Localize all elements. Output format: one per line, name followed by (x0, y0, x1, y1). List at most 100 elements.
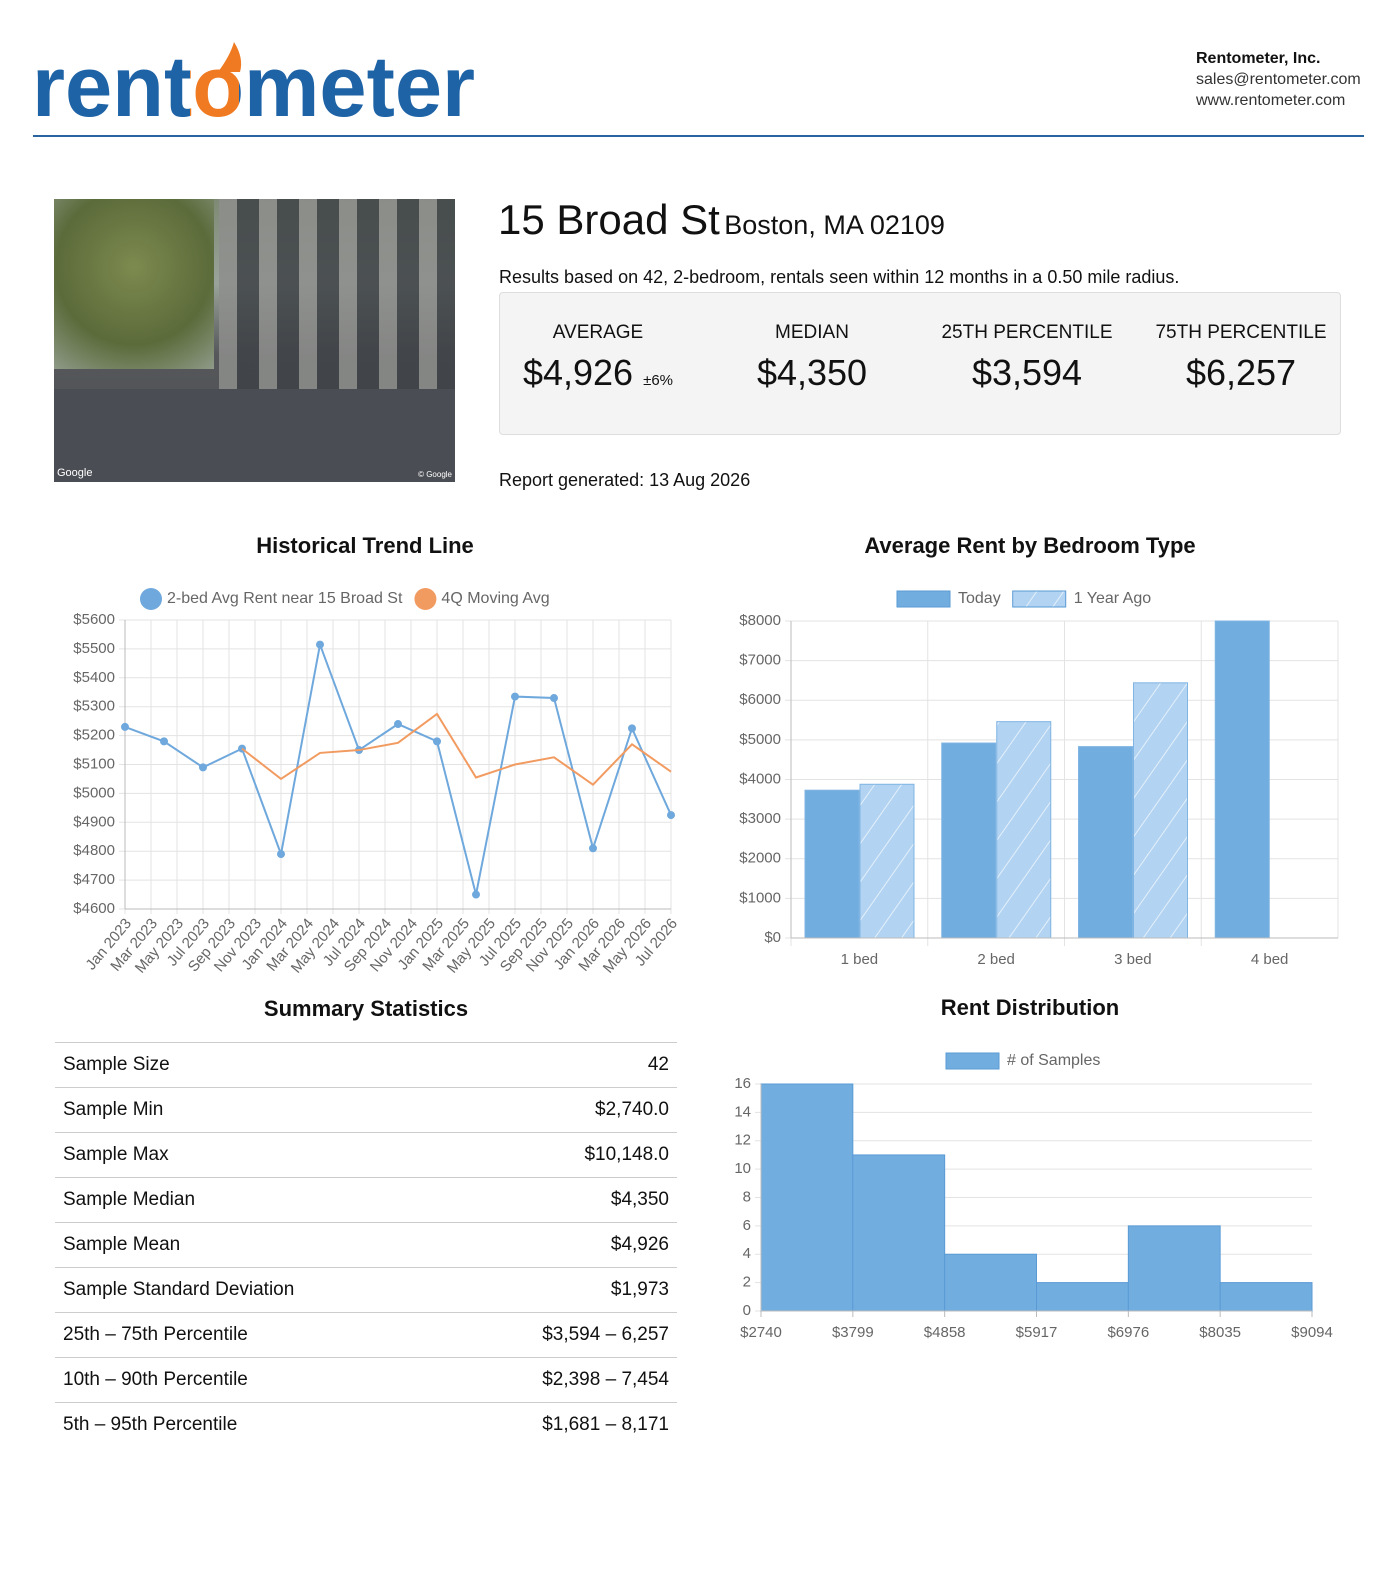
x-tick-label: $5917 (1016, 1324, 1058, 1341)
y-tick-label: $5300 (73, 698, 115, 715)
histogram-bar (1127, 1225, 1221, 1312)
bar (1214, 620, 1270, 939)
bar (1078, 746, 1133, 939)
company-website: www.rentometer.com (1196, 92, 1346, 109)
y-tick-label: 2 (743, 1274, 751, 1291)
y-tick-label: $4700 (73, 871, 115, 888)
chart-title: Historical Trend Line (256, 533, 474, 558)
summary-label: 5th – 95th Percentile (55, 1402, 450, 1447)
company-info: Rentometer, Inc. sales@rentometer.com ww… (1196, 48, 1361, 111)
stat-label: AVERAGE (552, 322, 644, 343)
x-tick-label: 2 bed (977, 951, 1015, 968)
histogram-bar (1036, 1282, 1129, 1312)
y-tick-label: $4900 (73, 813, 115, 830)
summary-label: Sample Max (55, 1132, 450, 1178)
histogram-bar (944, 1253, 1038, 1312)
bar (941, 742, 997, 939)
photo-trees (54, 199, 214, 369)
stat-value: $3,594 (971, 352, 1083, 393)
point (589, 844, 597, 853)
photo-watermark: Google (57, 467, 93, 479)
bar (1133, 682, 1188, 939)
stat: MEDIAN $4,350 (712, 322, 912, 394)
summary-row: Sample Max $10,148.0 (55, 1132, 677, 1178)
summary-value: $1,681 – 8,171 (449, 1402, 677, 1447)
point (277, 850, 285, 859)
point (316, 640, 324, 649)
summary-row: Sample Size 42 (55, 1042, 677, 1088)
summary-label: 25th – 75th Percentile (55, 1312, 450, 1358)
stats-box (499, 292, 1341, 435)
y-tick-label: $5000 (739, 731, 781, 748)
x-tick-label: $4858 (924, 1324, 966, 1341)
summary-row: 10th – 90th Percentile $2,398 – 7,454 (55, 1357, 677, 1403)
y-tick-label: $4000 (739, 770, 781, 787)
y-tick-label: $3000 (739, 810, 781, 827)
y-tick-label: 8 (743, 1188, 751, 1205)
summary-value: $4,350 (449, 1177, 677, 1223)
y-tick-label: $0 (764, 929, 781, 946)
point (628, 724, 636, 733)
summary-label: Sample Size (55, 1042, 450, 1088)
stat-number: $4,926 (522, 352, 634, 393)
company-email: sales@rentometer.com (1196, 71, 1361, 88)
summary-row: Sample Standard Deviation $1,973 (55, 1267, 677, 1313)
x-tick-label: $2740 (740, 1324, 782, 1341)
summary-row: Sample Median $4,350 (55, 1177, 677, 1223)
series-line (241, 712, 672, 787)
photo-building (219, 199, 455, 399)
y-tick-label: $1000 (739, 889, 781, 906)
y-tick-label: $2000 (739, 850, 781, 867)
logo-text: rentometer (32, 39, 475, 126)
stat: 25TH PERCENTILE $3,594 (927, 322, 1127, 394)
summary-label: Sample Median (55, 1177, 450, 1223)
y-tick-label: $4800 (73, 842, 115, 859)
point (511, 692, 519, 701)
series-line (124, 640, 672, 895)
histogram-bar (1219, 1282, 1313, 1312)
histogram-bar (760, 1083, 854, 1312)
bar (996, 721, 1052, 939)
point (667, 811, 675, 820)
x-tick-label: 1 bed (841, 951, 879, 968)
description: Results based on 42, 2-bedroom, rentals … (499, 267, 1180, 287)
summary-row: 25th – 75th Percentile $3,594 – 6,257 (55, 1312, 677, 1358)
stat-value: $4,926 ±6% (498, 352, 698, 394)
summary-value: $10,148.0 (449, 1132, 677, 1178)
bar (804, 789, 860, 939)
y-tick-label: 12 (734, 1132, 751, 1149)
summary-value: 42 (449, 1042, 677, 1088)
point (394, 720, 402, 729)
point (199, 763, 207, 772)
stat: AVERAGE $4,926 ±6% (498, 322, 698, 394)
chart-title: Rent Distribution (941, 995, 1119, 1020)
summary-row: Sample Min $2,740.0 (55, 1087, 677, 1133)
y-tick-label: $5400 (73, 669, 115, 686)
y-tick-label: 6 (743, 1217, 751, 1234)
point (433, 737, 441, 746)
company-name: Rentometer, Inc. (1196, 50, 1321, 67)
stat-label: 25TH PERCENTILE (941, 322, 1113, 343)
stat-margin: ±6% (643, 372, 674, 389)
y-tick-label: 10 (734, 1160, 751, 1177)
stat-label: MEDIAN (775, 322, 849, 343)
summary-value: $4,926 (449, 1222, 677, 1268)
y-tick-label: $7000 (739, 652, 781, 669)
y-tick-label: 16 (734, 1075, 751, 1092)
bar (859, 783, 915, 939)
legend-label: 2-bed Avg Rent near 15 Broad St (167, 590, 403, 607)
legend-label: 4Q Moving Avg (441, 590, 549, 607)
summary-label: 10th – 90th Percentile (55, 1357, 450, 1403)
legend-swatch (1012, 590, 1067, 608)
y-tick-label: $5500 (73, 640, 115, 657)
summary-value: $2,398 – 7,454 (449, 1357, 677, 1403)
photo-copyright: © Google (418, 470, 452, 479)
legend-swatch (945, 1052, 1000, 1070)
header-rule (33, 135, 1364, 137)
stat-value: $6,257 (1185, 352, 1297, 393)
address: 15 Broad St (498, 196, 720, 243)
logo: rentometer (32, 39, 475, 126)
summary-value: $2,740.0 (449, 1087, 677, 1133)
y-tick-label: $5200 (73, 727, 115, 744)
